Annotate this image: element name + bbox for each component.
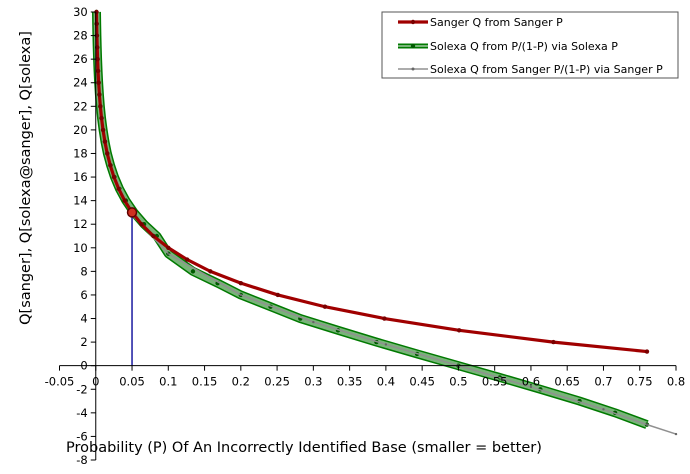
sanger-point [102,139,108,144]
x-tick-label: 0.55 [482,375,508,389]
y-tick-label: 0 [80,359,87,373]
y-tick-label: 8 [80,264,87,278]
sanger-point [97,92,102,97]
x-tick-label: 0.65 [554,375,580,389]
sanger-point [95,68,101,74]
sanger-point [382,316,387,321]
solexa-sanger-point [645,423,649,426]
y-tick-label: -4 [76,406,87,420]
y-tick-label: 2 [80,335,87,349]
x-tick-label: 0.7 [594,375,612,389]
y-tick-label: 14 [73,194,88,208]
sanger-point [95,56,100,62]
solexa-sanger-point [384,343,388,346]
legend: Sanger Q from Sanger P Solexa Q from P/(1… [381,11,679,79]
x-tick-label: 0.35 [337,375,363,389]
x-tick-label: 0.45 [409,375,435,389]
legend-label: Solexa Q from Sanger P/(1-P) via Sanger … [430,63,663,76]
sanger-point [139,222,144,227]
y-tick-label: 6 [80,288,87,302]
y-axis-title: Q[sanger], Q[solexa@sanger], Q[solexa] [18,31,34,325]
solexa-point [190,269,196,274]
sanger-point [151,233,156,239]
y-tick-label: 18 [73,146,88,160]
y-tick-label: 22 [73,99,88,113]
sanger-point [644,349,650,354]
x-tick-label: -0.05 [45,375,75,389]
sanger-point [94,21,99,26]
sanger-point [105,151,110,156]
y-tick-label: 20 [73,123,88,137]
sanger-point [99,115,104,121]
axes-layer: -0.05 0 0.05 0.1 0.15 0.2 0.25 0.3 0.35 0.4 0.45 0.… [45,5,686,467]
x-tick-label: 0.1 [159,375,177,389]
x-tick-label: 0 [92,375,99,389]
legend-label: Sanger Q from Sanger P [430,16,563,29]
solexa-sanger-point [312,320,315,324]
x-tick-label: 0.3 [304,375,322,389]
sanger-point [116,186,121,192]
y-tick-label: -6 [76,429,87,443]
x-tick-label: 0.05 [119,375,145,389]
plot-layer [91,9,678,436]
sanger-point [122,198,127,203]
x-tick-label: 0.25 [264,375,290,389]
y-tick-label: 4 [80,312,87,326]
sanger-point [100,127,106,133]
sanger-point [551,339,556,345]
x-tick-label: 0.75 [627,375,653,389]
y-tick-label: 10 [73,241,88,255]
solexa-sanger-point [529,385,533,389]
x-tick-label: 0.6 [522,375,540,389]
y-tick-label: 12 [73,217,88,231]
x-tick-label: 0.15 [192,375,218,389]
legend-items: Sanger Q from Sanger P Solexa Q from P/(1… [398,16,663,76]
sanger-point [322,304,328,309]
y-tick-label: 30 [73,5,88,19]
y-tick-label: 26 [73,52,88,66]
x-tick-label: 0.5 [449,375,467,389]
x-axis-title: Probability (P) Of An Incorrectly Identi… [66,440,542,456]
x-tick-label: 0.8 [667,375,685,389]
solexa-sanger-point [167,252,170,255]
solexa-sanger-point [602,408,605,411]
sanger-point [275,292,281,298]
highlight-marker [126,207,138,218]
sanger-point [238,280,244,286]
y-tick-label: 28 [73,29,88,43]
legend-marker-solexa-sanger [411,67,415,71]
sanger-point [208,269,213,274]
sanger-point [111,174,117,180]
sanger-point [184,257,190,262]
sanger-point [96,80,101,85]
y-tick-label: -8 [76,453,87,467]
x-tick-label: 0.4 [377,375,395,389]
sanger-point [166,245,171,250]
sanger-point [456,328,462,333]
y-tick-label: 16 [73,170,88,184]
sanger-point [108,163,113,168]
legend-label: Solexa Q from P/(1-P) via Solexa P [430,40,618,53]
y-tick-label: 24 [73,76,88,90]
plot-series-group [91,9,678,436]
y-tick-label: -2 [76,382,87,396]
solexa-sanger-point [239,293,243,297]
x-tick-label: 0.2 [232,375,250,389]
solexa-sanger-point [674,432,678,436]
legend-marker-sanger [410,19,416,25]
legend-box [381,11,679,79]
sanger-point [98,104,103,109]
legend-marker-solexa [410,43,416,49]
